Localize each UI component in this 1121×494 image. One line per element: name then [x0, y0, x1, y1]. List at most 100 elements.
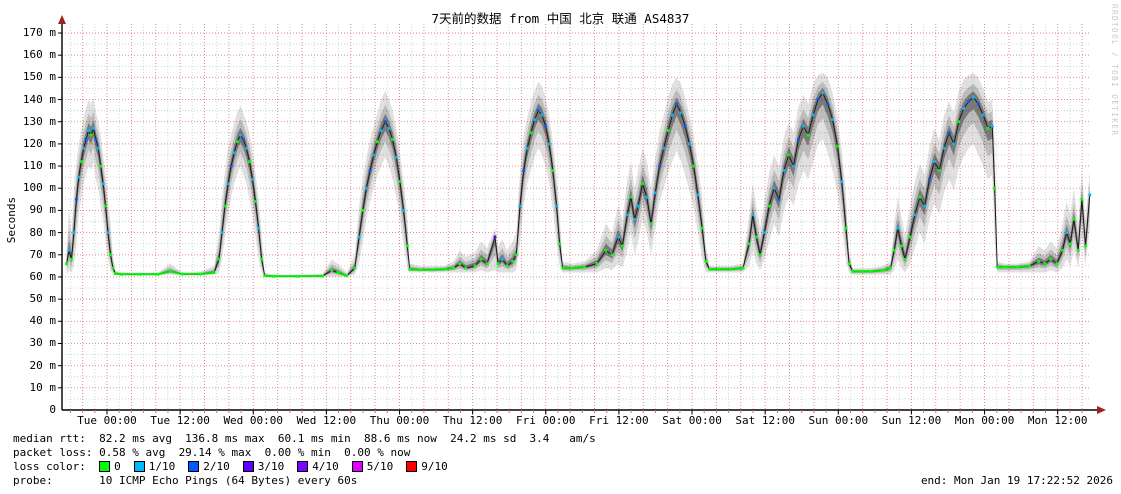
loss-dot: [688, 142, 691, 146]
loss-dot: [260, 257, 263, 261]
loss-dot: [1088, 193, 1092, 197]
loss-dot: [418, 268, 422, 272]
loss-color-swatch-icon: [133, 461, 145, 472]
loss-dot: [649, 222, 653, 226]
loss-dot: [464, 266, 468, 270]
loss-dot: [957, 120, 961, 124]
loss-dot: [923, 204, 926, 208]
loss-dot: [1076, 248, 1080, 252]
loss-dot: [595, 262, 599, 265]
loss-color-swatches: 0 1/10 2/10 3/10 4/10 5/10 9/10: [99, 460, 448, 473]
chart-title: 7天前的数据 from 中国 北京 联通 AS4837: [431, 11, 690, 26]
zero-loss-baseline: [337, 271, 348, 277]
y-tick-label: 150 m: [22, 70, 56, 84]
loss-color-swatch-icon: [242, 461, 254, 472]
y-tick-label: 160 m: [22, 48, 56, 62]
loss-dot: [662, 146, 666, 150]
loss-dot: [109, 253, 112, 257]
loss-dot: [942, 146, 946, 150]
loss-dot: [653, 191, 657, 195]
loss-dot: [679, 111, 683, 115]
loss-legend-item: 5/10: [351, 460, 394, 473]
loss-legend-item: 3/10: [242, 460, 285, 473]
loss-dot: [536, 109, 540, 112]
zero-loss-baseline: [264, 274, 323, 278]
loss-dot: [75, 197, 78, 201]
loss-legend-label: 3/10: [257, 460, 285, 473]
loss-dot: [168, 270, 172, 273]
loss-dot: [990, 124, 994, 128]
loss-legend-label: 2/10: [203, 460, 230, 473]
x-tick-label: Wed 12:00: [296, 414, 357, 427]
loss-dot: [995, 265, 999, 269]
loss-dot: [114, 272, 117, 275]
loss-dot: [704, 260, 708, 263]
loss-dot: [751, 213, 755, 217]
loss-legend-item: 4/10: [297, 460, 339, 473]
loss-dot: [257, 226, 260, 230]
x-tick-label: Thu 00:00: [369, 414, 430, 427]
loss-dot: [625, 213, 629, 217]
loss-dot: [821, 91, 825, 95]
loss-dot: [217, 257, 221, 261]
loss-dot: [458, 262, 462, 265]
loss-dot: [621, 244, 624, 248]
median-line: [66, 91, 1091, 277]
loss-dot: [77, 175, 81, 179]
loss-dot: [869, 270, 873, 273]
loss-dot: [641, 182, 644, 186]
loss-dot: [496, 262, 500, 265]
x-tick-label: Tue 12:00: [150, 414, 210, 427]
loss-dot: [900, 244, 903, 248]
median-rtt-stats: median rtt: 82.2 ms avg 136.8 ms max 60.…: [13, 432, 596, 445]
y-tick-label: 30 m: [29, 336, 57, 350]
y-tick-label: 40 m: [29, 314, 57, 328]
loss-dot: [1065, 231, 1068, 234]
y-tick-label: 70 m: [29, 247, 57, 261]
loss-dot: [120, 272, 123, 276]
loss-dot: [741, 266, 745, 270]
loss-dot: [372, 153, 376, 157]
loss-dot: [402, 209, 405, 212]
loss-dot: [763, 231, 766, 234]
loss-dot: [826, 102, 830, 106]
zero-loss-baseline: [709, 267, 744, 271]
loss-dot: [248, 160, 251, 163]
loss-dot: [540, 113, 544, 117]
loss-dot: [1055, 262, 1059, 265]
x-tick-label: Tue 00:00: [77, 414, 137, 427]
loss-dot: [101, 182, 105, 186]
loss-dot: [675, 102, 678, 106]
zero-loss-baseline: [997, 264, 1030, 268]
loss-dot: [368, 169, 372, 172]
loss-dot: [67, 248, 71, 252]
x-axis-arrow: [1097, 406, 1106, 414]
loss-dot: [952, 142, 956, 146]
loss-dot: [758, 253, 762, 257]
loss-dot: [797, 138, 800, 141]
loss-dot: [755, 235, 758, 239]
loss-dot: [903, 257, 907, 261]
loss-dot: [670, 113, 674, 117]
loss-legend-label: 5/10: [366, 460, 394, 473]
loss-dot: [199, 272, 203, 276]
loss-dot: [241, 138, 245, 141]
y-tick-label: 90 m: [29, 203, 57, 217]
loss-dot: [633, 217, 636, 221]
loss-dot: [251, 178, 254, 181]
loss-dot: [430, 268, 434, 272]
packet-loss-stats: packet loss: 0.58 % avg 29.14 % max 0.00…: [13, 446, 411, 459]
loss-dot: [223, 204, 227, 208]
loss-dot: [229, 164, 233, 168]
loss-dot: [365, 186, 368, 190]
loss-dot: [629, 195, 633, 199]
loss-dot: [89, 133, 93, 137]
loss-dot: [802, 124, 805, 128]
loss-dot: [708, 267, 711, 271]
loss-dot: [993, 186, 997, 190]
loss-dot: [232, 151, 236, 155]
y-axis-title: Seconds: [5, 196, 18, 244]
loss-dot: [272, 274, 276, 278]
loss-dot: [972, 95, 975, 99]
loss-dot: [896, 226, 900, 230]
